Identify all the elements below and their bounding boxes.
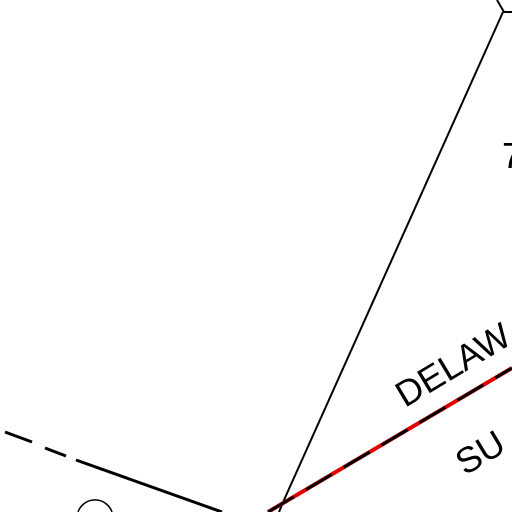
lot-number: 7: [502, 135, 512, 176]
lot-line: [496, 0, 512, 13]
boundary-line: [75, 458, 223, 512]
boundary-dash: [4, 430, 33, 444]
right-of-way-dash: [267, 366, 512, 512]
lot-line: [283, 11, 504, 501]
survey-marker: [77, 499, 113, 512]
boundary-dash: [44, 446, 67, 458]
